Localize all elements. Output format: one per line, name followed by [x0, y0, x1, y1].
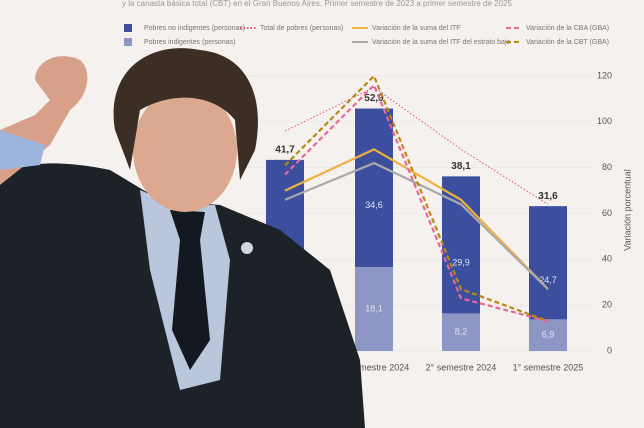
legend-label: Pobres indigentes (personas) — [144, 39, 235, 46]
segment-label: 18,1 — [365, 303, 383, 313]
total-label: 41,7 — [275, 145, 295, 156]
line-series — [284, 74, 549, 323]
face — [133, 88, 237, 212]
y2-tick-label: 0 — [607, 345, 612, 355]
legend-swatch — [124, 38, 132, 46]
hair — [113, 48, 258, 180]
y2-axis-label: Variación porcentual — [622, 169, 632, 250]
x-tick-label: 2° semestre 2024 — [426, 362, 497, 372]
line-series — [284, 83, 549, 323]
legend-label: Total de pobres (personas) — [260, 25, 343, 32]
x-tick-label: 1° semestre 2024 — [339, 362, 410, 372]
y2-tick-label: 40 — [602, 254, 612, 264]
segment-label: 34,6 — [365, 200, 383, 210]
legend-label: Variación de la CBT (GBA) — [526, 39, 609, 46]
bar-segment — [442, 313, 480, 351]
y2-tick-label: 120 — [597, 70, 612, 80]
segment-label: 24,7 — [539, 275, 557, 285]
segment-label: 8,2 — [455, 327, 468, 337]
legend-label: Variación de la suma del ITF — [372, 25, 461, 32]
bar-segment — [355, 267, 393, 351]
legend-swatch — [124, 24, 132, 32]
bar-segment — [529, 319, 567, 351]
total-label: 52,9 — [364, 93, 384, 104]
x-tick-label: 1° semestre 2025 — [513, 362, 584, 372]
line-series — [284, 148, 549, 290]
total-label: 38,1 — [451, 161, 471, 172]
photo-person — [0, 48, 365, 428]
bar-segment — [529, 206, 567, 320]
legend-label: Variación de la suma del ITF del estrato… — [372, 39, 510, 46]
y2-tick-label: 100 — [597, 116, 612, 126]
y2-tick-label: 80 — [602, 162, 612, 172]
tie — [170, 210, 210, 370]
pin — [241, 242, 253, 254]
cuff — [0, 130, 45, 170]
line-series — [284, 86, 549, 205]
legend-label: Variación de la CBA (GBA) — [526, 25, 609, 32]
bar-segment — [355, 108, 393, 268]
total-label: 31,6 — [538, 191, 558, 202]
legend-label: Pobres no indigentes (personas) — [144, 25, 245, 32]
y2-tick-label: 20 — [602, 300, 612, 310]
y2-tick-label: 60 — [602, 208, 612, 218]
segment-label: 6,9 — [542, 330, 555, 340]
subtitle: y la canasta básica total (CBT) en el Gr… — [122, 0, 513, 8]
segment-label: 29,9 — [452, 257, 470, 267]
